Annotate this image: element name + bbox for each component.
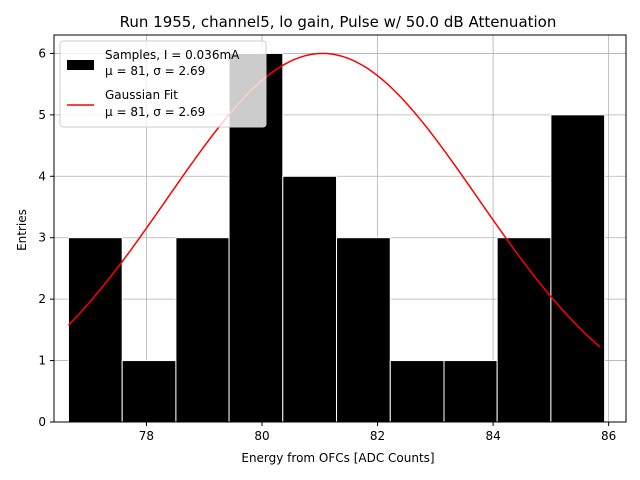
legend-fit-label: Gaussian Fit xyxy=(105,88,178,102)
histogram-bar xyxy=(282,175,338,423)
histogram-bar xyxy=(550,114,606,423)
legend-hist-label: Samples, I = 0.036mA xyxy=(105,48,240,62)
histogram-bar xyxy=(389,360,445,423)
x-tick-label: 86 xyxy=(601,429,616,443)
gaussian-fit-layer xyxy=(67,52,601,348)
x-axis-label: Energy from OFCs [ADC Counts] xyxy=(241,451,434,465)
legend-hist-stats: μ = 81, σ = 2.69 xyxy=(105,64,205,78)
y-tick-label: 2 xyxy=(38,292,46,306)
y-tick-label: 1 xyxy=(38,354,46,368)
histogram-bar xyxy=(336,237,391,423)
x-axis-ticks: 78 80 82 84 86 xyxy=(139,422,616,443)
legend: Samples, I = 0.036mA μ = 81, σ = 2.69 Ga… xyxy=(59,40,267,128)
plot-frame xyxy=(53,34,627,423)
histogram-bar xyxy=(443,360,498,423)
y-tick-label: 0 xyxy=(38,415,46,429)
histogram-bar xyxy=(175,237,230,423)
y-tick-label: 6 xyxy=(38,46,46,60)
y-tick-label: 3 xyxy=(38,231,46,245)
histogram-bar xyxy=(121,360,177,423)
y-axis-label: Entries xyxy=(15,209,29,251)
x-tick-label: 78 xyxy=(139,429,154,443)
y-tick-label: 4 xyxy=(38,169,46,183)
x-tick-label: 84 xyxy=(485,429,500,443)
histogram-bar xyxy=(67,237,123,423)
legend-fit-stats: μ = 81, σ = 2.69 xyxy=(105,105,205,119)
chart-title: Run 1955, channel5, lo gain, Pulse w/ 50… xyxy=(120,13,557,31)
y-tick-label: 5 xyxy=(38,108,46,122)
y-axis-ticks: 0 1 2 3 4 5 6 xyxy=(38,46,54,429)
x-tick-label: 80 xyxy=(254,429,269,443)
legend-hist-swatch xyxy=(67,60,94,70)
legend-box xyxy=(59,40,267,128)
histogram-bar xyxy=(496,237,552,423)
x-tick-label: 82 xyxy=(370,429,385,443)
gaussian-fit-curve xyxy=(67,52,601,348)
